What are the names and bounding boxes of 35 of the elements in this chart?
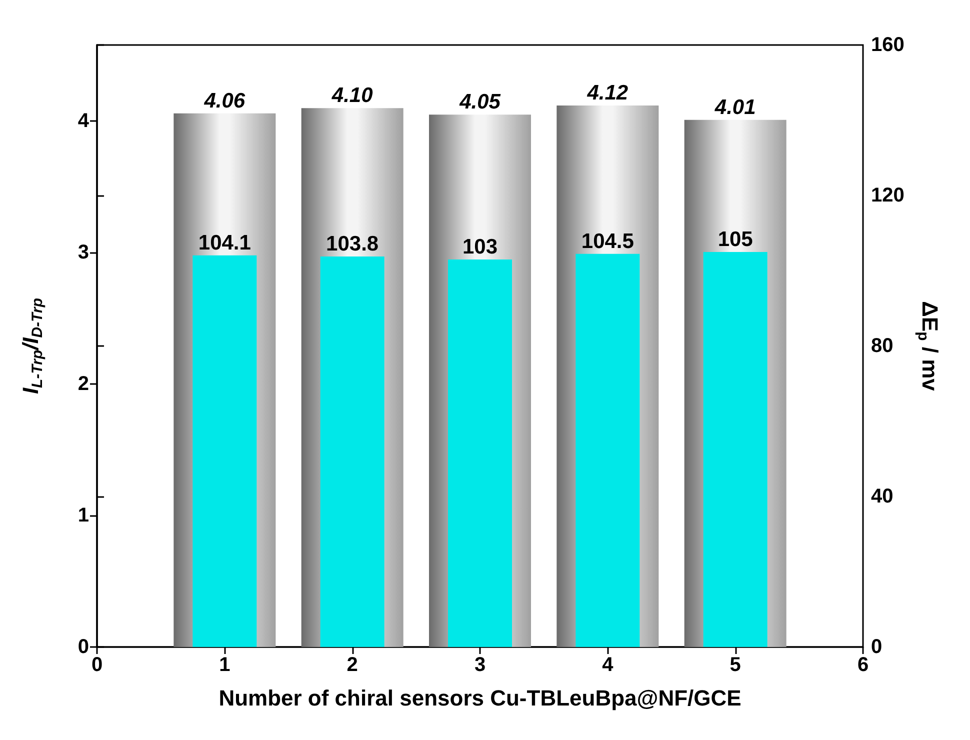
x-tick-label: 5 — [730, 654, 741, 676]
data-label: 4.01 — [714, 96, 756, 119]
y-tick-label: 0 — [78, 636, 89, 658]
bar — [192, 255, 257, 647]
y-tick-label: 2 — [78, 373, 89, 396]
y2-axis-title: ΔEp / mv — [914, 301, 942, 392]
y-tick-label: 3 — [78, 242, 89, 264]
y-tick-label: 1 — [78, 504, 89, 527]
data-label: 4.12 — [586, 81, 628, 104]
data-label: 4.06 — [203, 89, 246, 112]
data-label: 4.10 — [330, 84, 374, 108]
data-label: 103 — [462, 235, 498, 258]
data-label: 4.05 — [458, 90, 501, 114]
y-axis-title: IL-Trp/ID-Trp — [18, 298, 46, 394]
data-label: 103.8 — [326, 232, 379, 256]
y2-tick-label: 40 — [871, 486, 894, 508]
x-tick-label: 0 — [91, 654, 103, 676]
x-tick-label: 3 — [474, 654, 486, 676]
bar — [576, 254, 640, 647]
bar — [320, 256, 384, 647]
data-label: 105 — [718, 228, 754, 251]
x-tick-label: 1 — [219, 654, 230, 676]
x-tick-label: 2 — [346, 654, 358, 676]
x-tick-label: 4 — [602, 654, 614, 676]
x-tick-label: 6 — [857, 654, 869, 676]
y2-tick-label: 0 — [871, 636, 882, 658]
y2-tick-label: 160 — [871, 34, 904, 56]
bar — [448, 259, 512, 647]
data-label: 104.1 — [198, 231, 252, 254]
y-tick-label: 4 — [78, 110, 90, 132]
bar — [703, 252, 768, 647]
x-axis-title: Number of chiral sensors Cu-TBLeuBpa@NF/GCE — [218, 686, 742, 710]
data-label: 104.5 — [581, 230, 634, 253]
y2-tick-label: 120 — [871, 184, 904, 206]
y2-tick-label: 80 — [871, 335, 894, 357]
